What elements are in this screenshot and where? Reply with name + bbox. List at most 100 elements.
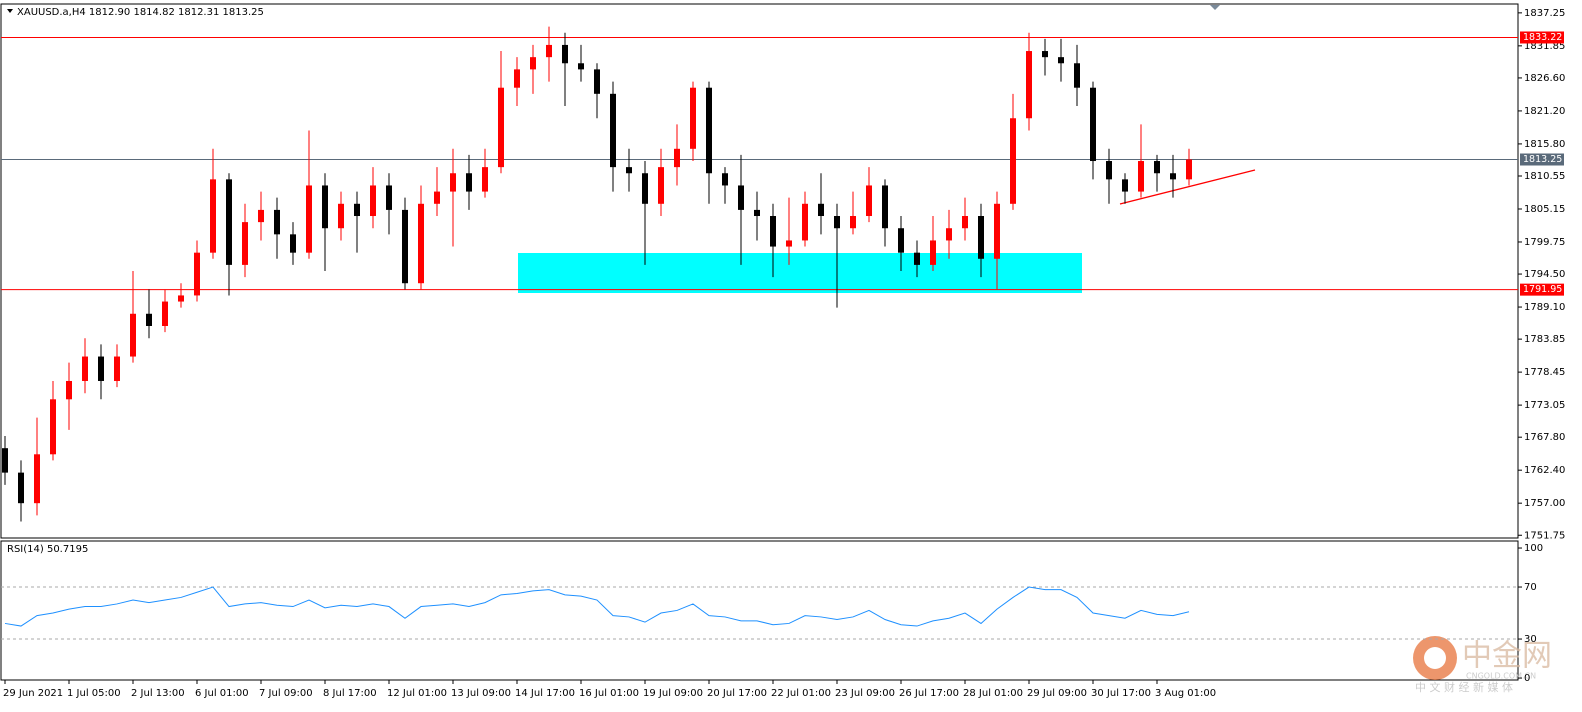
y-tick-label: 1831.85: [1524, 41, 1565, 52]
candle-body: [274, 209, 280, 235]
watermark: 中金网 CNGOLD.COM.CN 中 文 财 经 新 媒 体: [1413, 636, 1552, 694]
y-tick-label: 1773.05: [1524, 400, 1565, 411]
x-tick-label: 19 Jul 09:00: [643, 688, 703, 699]
x-tick-label: 20 Jul 17:00: [707, 688, 767, 699]
x-tick-label: 13 Jul 09:00: [451, 688, 511, 699]
rsi-tick-label: 30: [1524, 634, 1537, 645]
shift-marker: [1210, 5, 1220, 10]
watermark-site: CNGOLD.COM.CN: [1466, 672, 1536, 681]
candle-body: [210, 179, 216, 253]
candle-body: [482, 167, 488, 192]
y-tick-label: 1778.45: [1524, 367, 1565, 378]
x-tick-label: 2 Jul 13:00: [131, 688, 185, 699]
candle-body: [754, 209, 760, 217]
y-tick-label: 1821.20: [1524, 106, 1565, 117]
candle-body: [50, 399, 56, 455]
candle-body: [834, 216, 840, 229]
candle-body: [1010, 118, 1016, 204]
candle-body: [146, 313, 152, 326]
candle-body: [898, 228, 904, 253]
y-tick-label: 1805.15: [1524, 204, 1565, 215]
candle-body: [738, 185, 744, 210]
candle-body: [1154, 161, 1160, 174]
candle-body: [178, 295, 184, 302]
candle-body: [258, 209, 264, 223]
y-tick-label: 1826.60: [1524, 73, 1565, 84]
candle-body: [866, 185, 872, 217]
candle-body: [930, 240, 936, 265]
x-tick-label: 3 Aug 01:00: [1155, 688, 1216, 699]
candle-body: [786, 240, 792, 247]
price-level-tag: [1520, 31, 1564, 44]
candle-body: [2, 448, 8, 473]
y-tick-label: 1815.80: [1524, 139, 1565, 150]
y-tick-label: 1799.75: [1524, 237, 1565, 248]
candle-body: [386, 185, 392, 210]
candle-body: [82, 356, 88, 381]
candle-body: [594, 69, 600, 94]
candle-body: [1106, 161, 1112, 180]
price-level-label: 1813.25: [1523, 154, 1562, 165]
rsi-line: [4, 586, 1190, 627]
candle-body: [226, 179, 232, 265]
rsi-tick-label: 70: [1524, 582, 1537, 593]
candle-body: [1042, 51, 1048, 58]
candle-body: [978, 216, 984, 259]
y-tick-label: 1794.50: [1524, 269, 1565, 280]
candle-body: [658, 167, 664, 204]
candle-body: [674, 148, 680, 168]
watermark-name: 中金网: [1462, 639, 1552, 674]
candle-body: [1122, 179, 1128, 192]
candle-body: [914, 252, 920, 265]
candle-body: [1170, 173, 1176, 180]
candle-body: [546, 44, 552, 58]
x-tick-label: 22 Jul 01:00: [771, 688, 831, 699]
candle-body: [1090, 87, 1096, 162]
x-tick-label: 30 Jul 17:00: [1091, 688, 1151, 699]
candle-body: [690, 87, 696, 149]
y-tick-label: 1837.25: [1524, 8, 1565, 19]
candle-body: [642, 173, 648, 204]
candle-body: [306, 185, 312, 253]
x-tick-label: 16 Jul 01:00: [579, 688, 639, 699]
candle-body: [962, 216, 968, 229]
candle-body: [18, 472, 24, 504]
candle-body: [850, 216, 856, 229]
candle-body: [114, 356, 120, 381]
x-tick-label: 8 Jul 17:00: [323, 688, 377, 699]
price-level-tag: [1520, 283, 1564, 296]
logo-inner: [1424, 647, 1446, 669]
chart-title: XAUUSD.a,H4 1812.90 1814.82 1812.31 1813…: [17, 7, 264, 18]
candle-body: [530, 57, 536, 70]
candle-body: [322, 185, 328, 229]
trend-line: [1119, 169, 1256, 205]
candle-body: [514, 69, 520, 88]
candle-body: [34, 454, 40, 504]
x-tick-label: 26 Jul 17:00: [899, 688, 959, 699]
candle-body: [610, 93, 616, 168]
candle-body: [98, 356, 104, 381]
candle-body: [994, 203, 1000, 259]
candle-body: [450, 173, 456, 192]
candle-body: [466, 173, 472, 192]
x-tick-label: 29 Jul 09:00: [1027, 688, 1087, 699]
x-tick-label: 29 Jun 2021: [3, 688, 63, 699]
y-tick-label: 1783.85: [1524, 334, 1565, 345]
candle-body: [818, 203, 824, 217]
x-tick-label: 28 Jul 01:00: [963, 688, 1023, 699]
y-tick-label: 1810.55: [1524, 171, 1565, 182]
candle-body: [370, 185, 376, 217]
x-tick-label: 23 Jul 09:00: [835, 688, 895, 699]
candle-body: [1058, 57, 1064, 64]
candle-body: [338, 203, 344, 229]
candle-body: [770, 216, 776, 247]
candle-body: [498, 87, 504, 168]
candle-body: [354, 203, 360, 217]
candle-body: [66, 380, 72, 400]
candle-body: [1138, 161, 1144, 192]
candle-body: [706, 87, 712, 174]
y-tick-label: 1751.75: [1524, 530, 1565, 541]
support-zone: [518, 253, 1082, 293]
price-level-tag: [1520, 153, 1564, 166]
